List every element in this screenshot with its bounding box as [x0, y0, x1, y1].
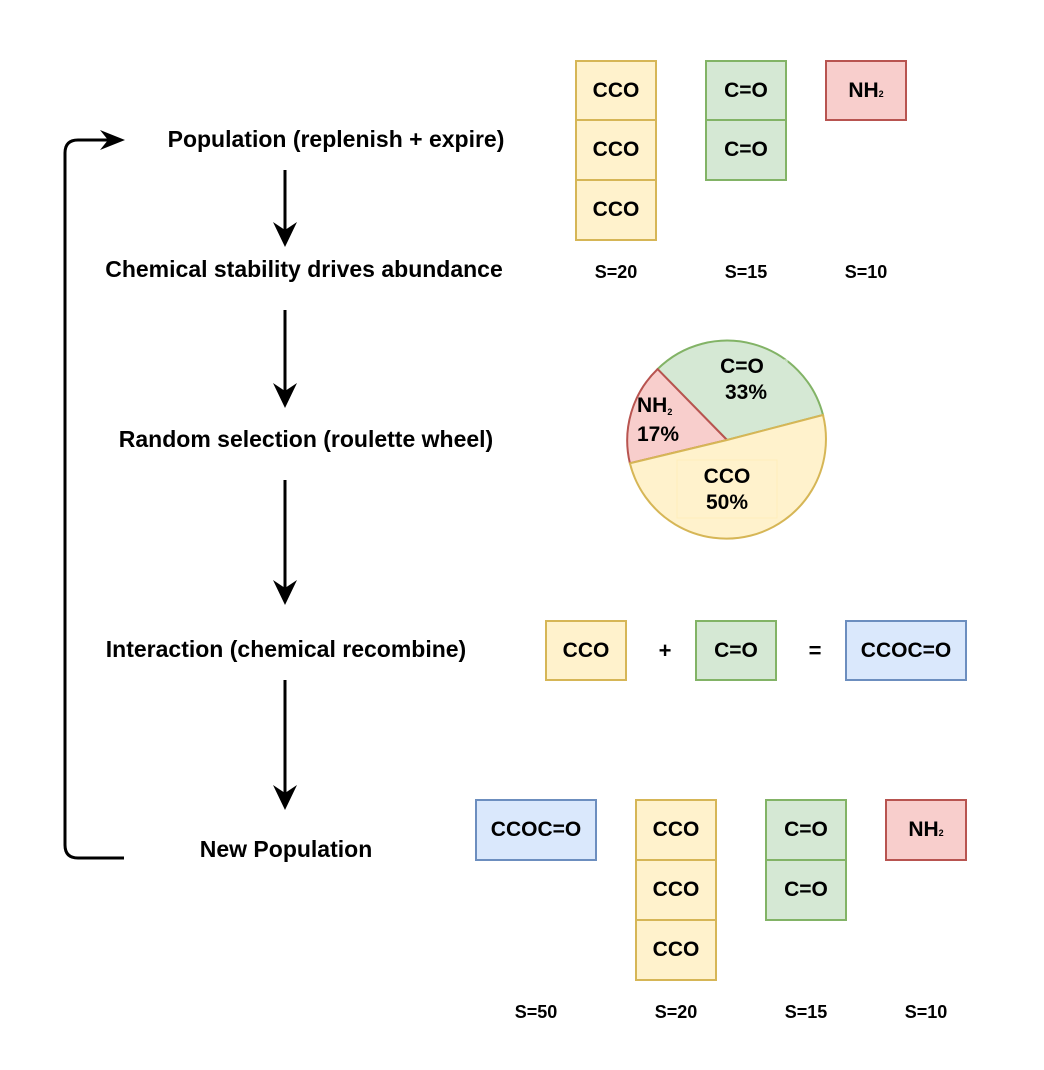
score-label: S=15 — [784, 1002, 828, 1022]
pie-slice-co — [656, 339, 825, 442]
molecule-cco: CCO — [635, 919, 717, 981]
molecule-cco: CCO — [575, 119, 657, 181]
pie-slice-nh2 — [626, 367, 729, 465]
score-label: S=50 — [514, 1002, 558, 1022]
step-selection: Random selection (roulette wheel) — [118, 426, 494, 452]
score-label: S=20 — [594, 262, 638, 282]
down-arrow-1 — [273, 170, 297, 247]
down-arrow-3 — [273, 480, 297, 605]
step-population: Population (replenish + expire) — [167, 126, 505, 152]
molecule-ccoc: CCOC=O — [475, 799, 597, 861]
pie-label-co: C=O 33% — [720, 355, 768, 404]
molecule-cco: CCO — [635, 799, 717, 861]
equals-sign: = — [808, 638, 822, 663]
molecule-nh2: NH 2 — [825, 60, 907, 121]
down-arrow-4 — [273, 680, 297, 810]
score-label: S=15 — [724, 262, 768, 282]
roulette-pie — [626, 339, 827, 540]
step-stability: Chemical stability drives abundance — [105, 256, 503, 282]
molecule-co: C=O — [765, 799, 847, 861]
pie-label-cco: CCO 50% — [703, 465, 751, 514]
molecule-cco: CCO — [635, 859, 717, 921]
score-label: S=10 — [844, 262, 888, 282]
molecule-cco: CCO — [575, 60, 657, 121]
step-new-population: New Population — [199, 836, 373, 862]
interaction-left: CCO — [545, 620, 627, 681]
loop-back-arrow — [63, 130, 125, 860]
pie-label-nh2: NH2 17% — [636, 394, 680, 446]
score-label: S=20 — [654, 1002, 698, 1022]
molecule-co: C=O — [705, 60, 787, 121]
molecule-cco: CCO — [575, 179, 657, 241]
plus-sign: + — [658, 638, 672, 663]
score-label: S=10 — [904, 1002, 948, 1022]
interaction-right: C=O — [695, 620, 777, 681]
molecule-co: C=O — [765, 859, 847, 921]
down-arrow-2 — [273, 310, 297, 408]
interaction-result: CCOC=O — [845, 620, 967, 681]
molecule-co: C=O — [705, 119, 787, 181]
molecule-nh2: NH 2 — [885, 799, 967, 861]
step-interaction: Interaction (chemical recombine) — [105, 636, 467, 662]
